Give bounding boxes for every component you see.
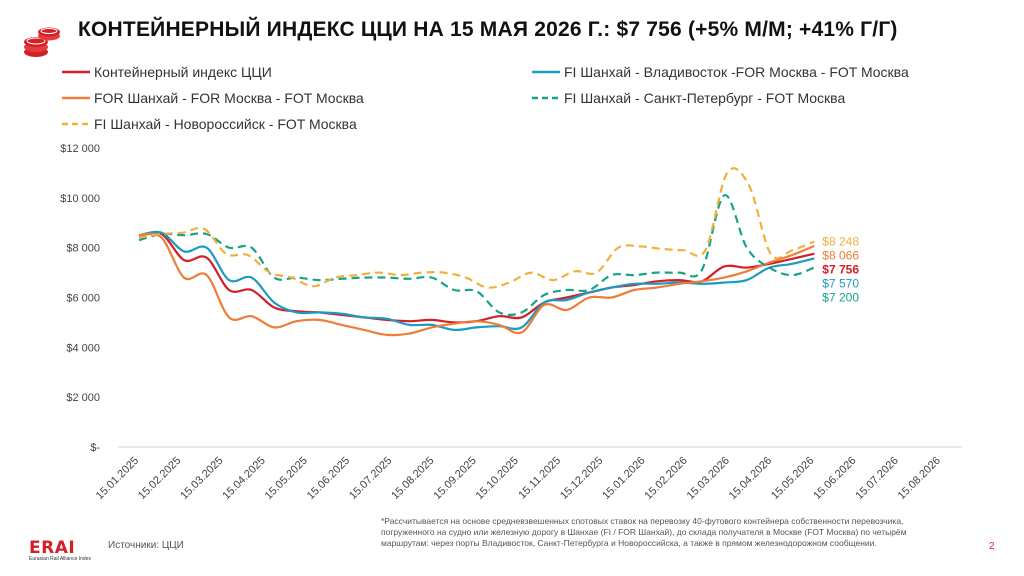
x-tick-label: 15.05.2026 bbox=[769, 455, 816, 502]
series-end-label: $7 756 bbox=[822, 262, 859, 276]
x-tick-label: 15.06.2026 bbox=[811, 455, 858, 502]
logo-text: ERAI bbox=[29, 538, 76, 558]
x-tick-label: 15.10.2025 bbox=[474, 455, 521, 502]
x-tick-label: 15.09.2025 bbox=[431, 455, 478, 502]
legend-item-novorossiysk: FI Шанхай - Новороссийск - FOT Москва bbox=[62, 116, 357, 132]
footnote: *Рассчитывается на основе средневзвешенн… bbox=[381, 516, 907, 548]
y-tick-label: $4 000 bbox=[66, 342, 100, 354]
y-tick-label: $8 000 bbox=[66, 243, 100, 255]
x-tick-label: 15.04.2026 bbox=[727, 455, 774, 502]
x-tick-label: 15.03.2025 bbox=[178, 455, 225, 502]
x-tick-label: 15.05.2025 bbox=[263, 455, 310, 502]
x-tick-label: 15.08.2025 bbox=[389, 455, 436, 502]
x-tick-label: 15.07.2026 bbox=[853, 455, 900, 502]
x-tick-label: 15.03.2026 bbox=[685, 455, 732, 502]
x-tick-label: 15.02.2026 bbox=[642, 455, 689, 502]
logo-subtitle: Eurasian Rail Alliance Index bbox=[29, 556, 91, 562]
legend-item-vladivostok: FI Шанхай - Владивосток -FOR Москва - FO… bbox=[532, 64, 909, 80]
series-line bbox=[138, 230, 815, 332]
x-tick-label: 15.07.2025 bbox=[347, 455, 394, 502]
legend-label: FOR Шанхай - FOR Москва - FOT Москва bbox=[94, 90, 364, 106]
y-tick-label: $6 000 bbox=[66, 293, 100, 305]
line-chart: $- $2 000 $4 000 $6 000 $8 000 $10 000 $12 000… bbox=[60, 143, 962, 502]
series-line bbox=[138, 232, 815, 337]
page-title: КОНТЕЙНЕРНЫЙ ИНДЕКС ЦЦИ НА 15 МАЯ 2026 Г… bbox=[78, 18, 898, 41]
y-tick-label: $2 000 bbox=[66, 392, 100, 404]
series-end-label: $8 248 bbox=[822, 234, 859, 248]
legend-item-spb: FI Шанхай - Санкт-Петербург - FOT Москва bbox=[532, 90, 845, 106]
x-tick-label: 15.02.2025 bbox=[136, 455, 183, 502]
legend-label: FI Шанхай - Санкт-Петербург - FOT Москва bbox=[564, 90, 846, 106]
chart-legend: Контейнерный индекс ЦЦИ FI Шанхай - Влад… bbox=[62, 64, 1002, 136]
y-tick-label: $- bbox=[90, 442, 100, 454]
x-tick-label: 15.11.2025 bbox=[516, 455, 563, 502]
legend-label: Контейнерный индекс ЦЦИ bbox=[94, 64, 272, 80]
legend-item-cci: Контейнерный индекс ЦЦИ bbox=[62, 64, 272, 80]
x-tick-label: 15.01.2025 bbox=[94, 455, 141, 502]
legend-item-for-shanghai: FOR Шанхай - FOR Москва - FOT Москва bbox=[62, 90, 364, 106]
x-tick-label: 15.08.2026 bbox=[896, 455, 943, 502]
x-tick-label: 15.04.2025 bbox=[220, 455, 267, 502]
x-tick-label: 15.12.2025 bbox=[558, 455, 605, 502]
x-tick-label: 15.01.2026 bbox=[600, 455, 647, 502]
y-tick-label: $12 000 bbox=[60, 143, 100, 155]
y-tick-label: $10 000 bbox=[60, 193, 100, 205]
page-number: 2 bbox=[989, 541, 995, 552]
series-end-label: $7 200 bbox=[822, 290, 859, 304]
coins-icon bbox=[24, 27, 60, 57]
series-line bbox=[138, 167, 815, 289]
x-tick-label: 15.06.2025 bbox=[305, 455, 352, 502]
series-line bbox=[138, 194, 815, 316]
legend-label: FI Шанхай - Новороссийск - FOT Москва bbox=[94, 116, 357, 132]
erai-logo: ERAI Eurasian Rail Alliance Index bbox=[29, 538, 91, 562]
source-note: Источники: ЦЦИ bbox=[108, 540, 184, 551]
series-end-label: $7 570 bbox=[822, 276, 859, 290]
series-end-label: $8 066 bbox=[822, 248, 859, 262]
legend-label: FI Шанхай - Владивосток -FOR Москва - FO… bbox=[564, 64, 909, 80]
